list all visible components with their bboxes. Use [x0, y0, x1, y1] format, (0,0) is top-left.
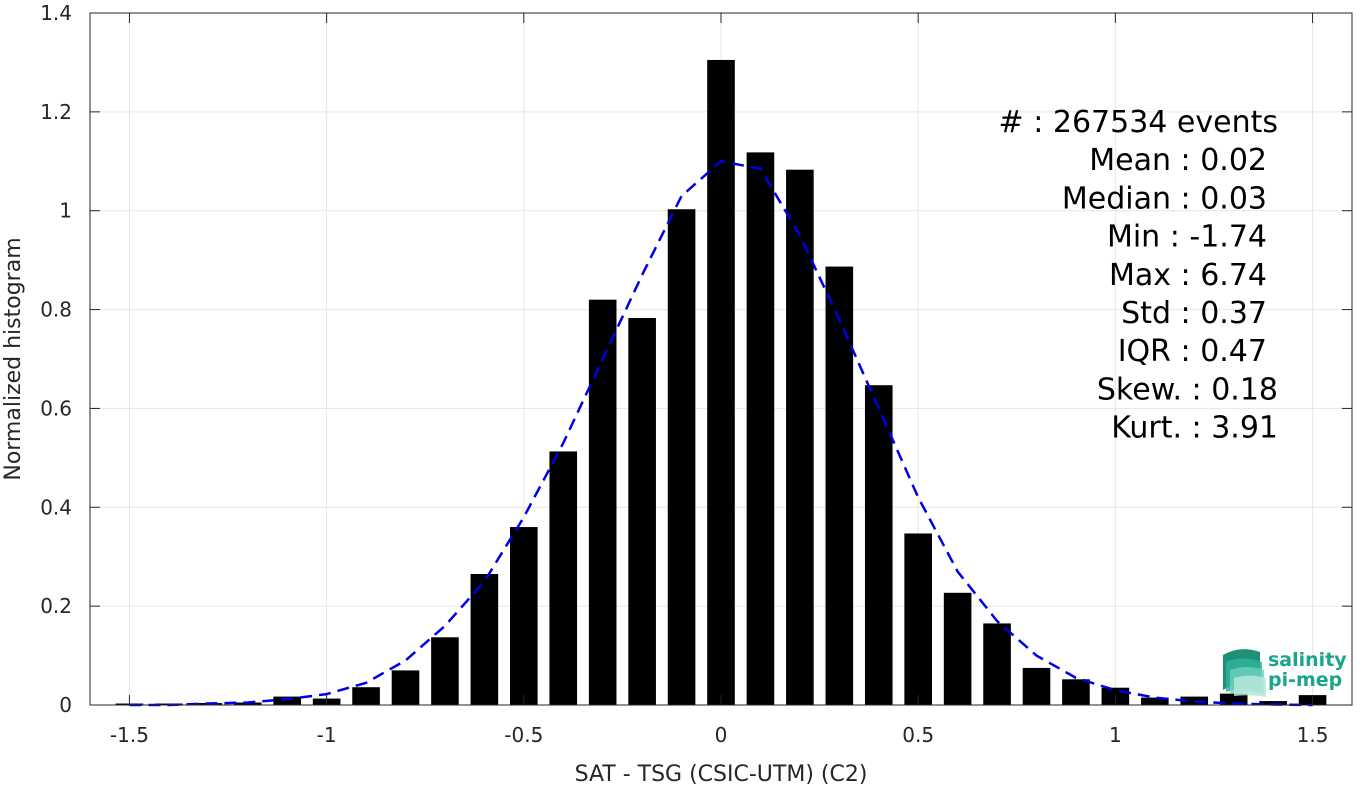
- stat-line: Median : 0.03: [1062, 181, 1267, 216]
- histogram-bar: [983, 623, 1011, 705]
- histogram-bar: [510, 527, 538, 705]
- histogram-bar: [1141, 697, 1169, 705]
- histogram-bar: [233, 702, 262, 705]
- histogram-bar: [1180, 696, 1209, 705]
- stat-line: Mean : 0.02: [1089, 143, 1267, 178]
- y-tick-label: 0: [59, 693, 72, 717]
- histogram-bar: [825, 266, 854, 705]
- x-tick-label: 1.5: [1297, 723, 1329, 747]
- x-tick-label: 0.5: [902, 723, 934, 747]
- gaussian-fit-line: [129, 159, 1313, 707]
- logo-text-pi-mep: pi-mep: [1268, 669, 1342, 691]
- histogram-bar: [1062, 679, 1090, 705]
- stat-line: Min : -1.74: [1107, 220, 1267, 255]
- histogram-bar: [470, 574, 499, 705]
- histogram-bar: [273, 696, 301, 705]
- stat-line: Std : 0.37: [1121, 296, 1267, 331]
- y-tick-label: 0.4: [40, 495, 72, 519]
- axis-ticks: [90, 12, 1352, 706]
- histogram-bar: [864, 385, 893, 705]
- x-tick-label: 1: [1109, 723, 1122, 747]
- x-tick-labels: -1.5 -1 -0.5 0 0.5 1 1.5: [110, 723, 1329, 747]
- y-tick-label: 1.4: [40, 1, 72, 25]
- histogram-bar: [707, 59, 735, 705]
- x-axis-label: SAT - TSG (CSIC-UTM) (C2): [575, 762, 868, 785]
- histogram-bar: [943, 592, 972, 705]
- histogram-bar: [549, 451, 578, 705]
- x-tick-label: -1.5: [110, 723, 149, 747]
- y-tick-label: 0.2: [40, 594, 72, 618]
- x-tick-label: 0: [715, 723, 728, 747]
- histogram-bar: [628, 317, 656, 705]
- stat-line: # : 267534 events: [999, 105, 1278, 140]
- y-tick-labels: 0 0.2 0.4 0.6 0.8 1 1.2 1.4: [40, 1, 72, 717]
- histogram-bar: [588, 299, 617, 705]
- x-tick-label: -0.5: [504, 723, 543, 747]
- salinity-pi-mep-logo: salinity pi-mep: [1223, 649, 1347, 697]
- y-tick-label: 0.6: [40, 396, 72, 420]
- y-tick-label: 1.2: [40, 100, 72, 124]
- histogram-bar: [1219, 693, 1248, 705]
- x-tick-label: -1: [317, 723, 337, 747]
- histogram-bar: [786, 169, 814, 705]
- stat-line: IQR : 0.47: [1118, 334, 1267, 369]
- histogram-bar: [391, 670, 420, 705]
- histogram-bar: [904, 533, 932, 705]
- histogram-bar: [431, 637, 459, 705]
- y-tick-label: 0.8: [40, 298, 72, 322]
- stat-line: Skew. : 0.18: [1097, 372, 1278, 407]
- stat-line: Kurt. : 3.91: [1111, 411, 1278, 446]
- histogram-bar: [1259, 701, 1287, 705]
- histogram-bar: [746, 152, 775, 706]
- histogram-bar: [1022, 667, 1051, 705]
- logo-text-salinity: salinity: [1268, 649, 1347, 671]
- y-tick-label: 1: [59, 199, 72, 223]
- y-axis-label: Normalized histogram: [1, 237, 26, 480]
- stat-line: Max : 6.74: [1109, 258, 1267, 293]
- histogram-bar: [352, 687, 380, 705]
- histogram-bars: [115, 59, 1327, 706]
- histogram-bar: [667, 209, 696, 705]
- wave-logo-icon: [1223, 649, 1266, 697]
